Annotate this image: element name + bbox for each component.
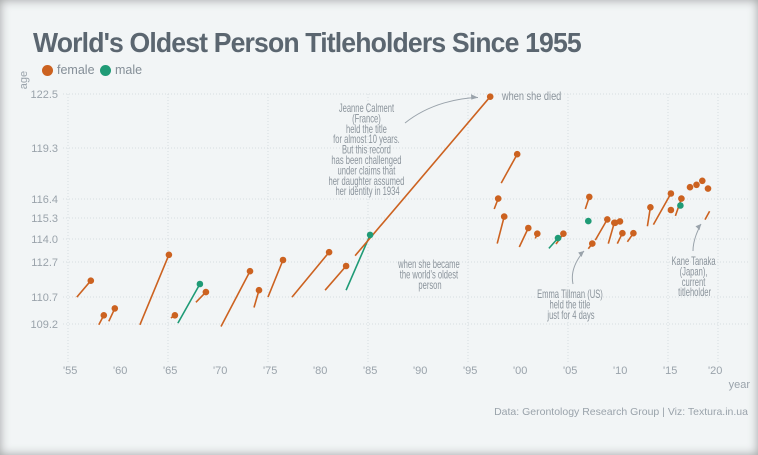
svg-text:115.3: 115.3: [31, 213, 58, 225]
svg-text:110.7: 110.7: [31, 292, 58, 304]
svg-text:'90: '90: [413, 365, 427, 377]
svg-text:'80: '80: [313, 365, 327, 377]
svg-text:112.7: 112.7: [31, 257, 58, 269]
svg-text:119.3: 119.3: [31, 143, 58, 155]
svg-text:Jeanne Calment (France): Jeanne Calment (France) held the title f…: [329, 103, 407, 199]
svg-text:'15: '15: [663, 365, 677, 377]
svg-text:109.2: 109.2: [30, 319, 58, 331]
svg-text:'55: '55: [63, 365, 77, 377]
svg-text:Kane Tanaka (Japan),: Kane Tanaka (Japan), current titleholder: [671, 256, 717, 300]
svg-text:'10: '10: [613, 365, 627, 377]
svg-text:'85: '85: [363, 365, 377, 377]
svg-text:116.4: 116.4: [31, 194, 58, 206]
svg-text:age: age: [18, 71, 30, 89]
svg-text:'95: '95: [463, 365, 477, 377]
svg-text:'75: '75: [263, 365, 277, 377]
svg-text:when she died: when she died: [501, 91, 561, 103]
svg-text:year: year: [729, 379, 751, 391]
svg-text:122.5: 122.5: [30, 89, 58, 101]
svg-text:'65: '65: [163, 365, 177, 377]
svg-text:Emma Tillman (US) held t: Emma Tillman (US) held the title just fo…: [537, 289, 605, 323]
svg-text:114.0: 114.0: [31, 234, 58, 246]
svg-text:when she became the worl: when she became the world's oldest perso…: [397, 259, 461, 293]
svg-text:'70: '70: [213, 365, 227, 377]
svg-text:'60: '60: [113, 365, 127, 377]
svg-text:'05: '05: [563, 365, 577, 377]
svg-text:'00: '00: [513, 365, 527, 377]
svg-text:'20: '20: [708, 365, 722, 377]
